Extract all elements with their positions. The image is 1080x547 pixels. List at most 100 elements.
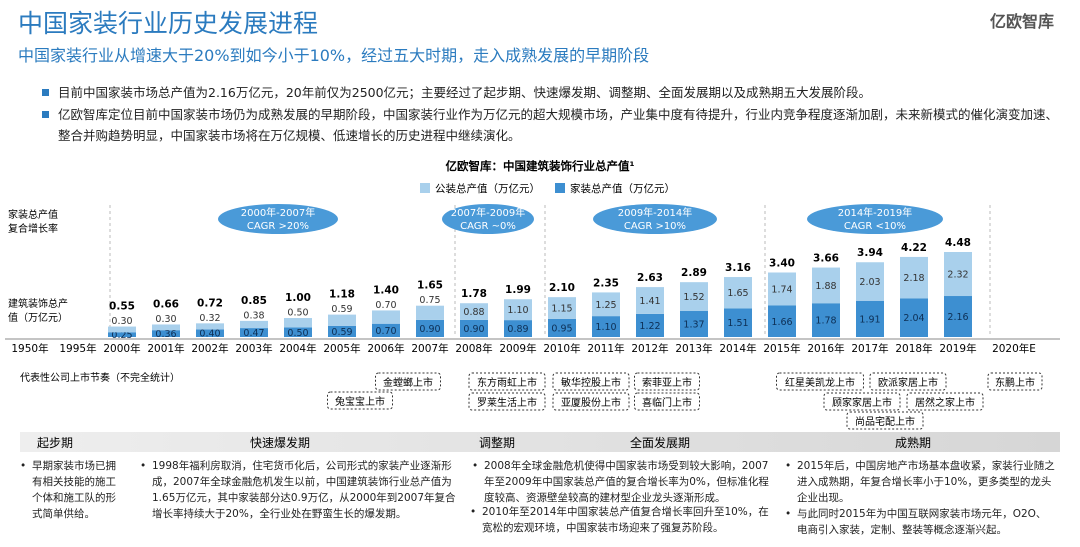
value-label: 2.18 xyxy=(903,273,924,284)
x-tick-label: 2018年 xyxy=(895,342,932,355)
x-tick-label: 2005年 xyxy=(323,342,360,355)
total-label: 4.48 xyxy=(945,237,971,249)
bar-segment xyxy=(724,308,752,337)
total-label: 1.99 xyxy=(505,284,531,296)
bar-segment xyxy=(592,292,620,317)
x-tick-label: 2007年 xyxy=(411,342,448,355)
x-tick-label: 2015年 xyxy=(763,342,800,355)
company-box xyxy=(468,372,546,391)
company-label: 索菲亚上市 xyxy=(642,376,692,389)
company-box xyxy=(987,372,1043,391)
phase-desc: 2010年至2014年中国家装总产值复合增长率回升至10%，在宽松的宏观环境，中… xyxy=(470,504,770,536)
company-label: 尚品宅配上市 xyxy=(855,415,915,428)
bullet: 亿欧智库定位目前中国家装市场仍为成熟发展的早期阶段，中国家装行业作为万亿元的超大… xyxy=(42,104,1058,146)
bar-segment xyxy=(724,277,752,309)
total-label: 2.63 xyxy=(637,272,663,284)
total-label: 3.94 xyxy=(857,247,883,259)
company-box xyxy=(906,392,984,411)
row-label: 家装总产值复合增长率 xyxy=(8,208,58,235)
bar-segment xyxy=(460,303,488,320)
x-tick-label: 1995年 xyxy=(59,342,96,355)
value-label: 1.74 xyxy=(771,284,792,295)
bar-segment xyxy=(680,311,708,337)
x-tick-label: 2012年 xyxy=(631,342,668,355)
bar-segment xyxy=(900,298,928,337)
x-tick-label: 2002年 xyxy=(191,342,228,355)
bar-segment xyxy=(504,320,532,337)
total-label: 2.89 xyxy=(681,267,707,279)
row-label-line: 复合增长率 xyxy=(8,222,58,235)
bar-segment xyxy=(548,297,576,319)
row-label: 建筑装饰总产值（万亿元） xyxy=(8,297,68,324)
phase-desc: 2008年全球金融危机使得中国家装市场受到较大影响，2007年至2009年中国家… xyxy=(472,458,772,506)
total-label: 2.10 xyxy=(549,282,575,294)
value-label: 1.10 xyxy=(595,322,616,333)
cagr-period: 2014年-2019年 xyxy=(838,206,913,219)
bar-segment xyxy=(592,316,620,337)
phase-text: 2015年后，中国房地产市场基本盘收紧，家装行业随之进入成熟期，年复合增长率小于… xyxy=(785,458,1055,506)
phase-bar xyxy=(20,432,1060,452)
bar-segment xyxy=(416,305,444,320)
x-tick-label: 2003年 xyxy=(235,342,272,355)
title: 中国家装行业历史发展进程 xyxy=(18,9,319,38)
value-label: 0.90 xyxy=(463,324,484,335)
value-label: 1.78 xyxy=(815,316,836,327)
x-tick-label: 2006年 xyxy=(367,342,404,355)
chart: 亿欧智库：中国建筑装饰行业总产值¹ 公装总产值（万亿元） 家装总产值（万亿元） 家装总… xyxy=(5,159,1060,430)
company-box xyxy=(327,391,393,410)
bar-segment xyxy=(768,305,796,337)
x-tick-label: 2013年 xyxy=(675,342,712,355)
company-label: 欧派家居上市 xyxy=(878,376,938,389)
phase-desc: 早期家装市场已拥有相关技能的施工个体和施工队的形式简单供给。 xyxy=(20,458,120,522)
bar-segment xyxy=(900,256,928,299)
phase-desc: 2015年后，中国房地产市场基本盘收紧，家装行业随之进入成熟期，年复合增长率小于… xyxy=(785,458,1055,538)
phase-desc: 1998年福利房取消，住宅货币化后，公司形式的家装产业逐渐形成，2007年全球金… xyxy=(140,458,460,522)
listings-title: 代表性公司上市节奏（不完全统计） xyxy=(20,371,180,384)
bar-segment xyxy=(944,296,972,337)
total-label: 3.16 xyxy=(725,262,751,274)
bar-segment xyxy=(328,325,356,337)
value-label: 1.15 xyxy=(551,304,572,315)
x-tick-label: 2020年E xyxy=(992,342,1036,355)
bar-segment xyxy=(372,323,400,337)
row-label-line: 家装总产值 xyxy=(8,208,58,221)
bar-segment xyxy=(152,324,180,331)
value-label: 2.03 xyxy=(859,277,880,288)
cagr-label: CAGR >10% xyxy=(624,221,686,232)
bar-segment xyxy=(240,328,268,337)
company-box xyxy=(823,392,901,411)
row-label-line: 值（万亿元） xyxy=(8,311,68,324)
total-label: 2.35 xyxy=(593,277,619,289)
value-label: 0.30 xyxy=(111,316,132,327)
subtitle: 中国家装行业从增速大于20%到如今小于10%，经过五大时期，走入成熟发展的早期阶… xyxy=(18,46,650,65)
company-box xyxy=(776,372,864,391)
company-label: 东方雨虹上市 xyxy=(477,376,537,389)
value-label: 0.59 xyxy=(331,327,352,338)
x-tick-label: 2004年 xyxy=(279,342,316,355)
value-label: 1.65 xyxy=(727,288,748,299)
logo: 亿欧智库 xyxy=(990,12,1055,31)
bar-segment xyxy=(944,252,972,297)
phase-name: 成熟期 xyxy=(894,436,931,450)
company-box xyxy=(846,411,924,430)
total-label: 0.72 xyxy=(197,297,223,309)
bar-segment xyxy=(680,282,708,312)
value-label: 2.16 xyxy=(947,312,968,323)
bar-segment xyxy=(196,323,224,330)
company-label: 敏华控股上市 xyxy=(561,376,621,389)
bar-segment xyxy=(548,318,576,337)
company-label: 东鹏上市 xyxy=(995,376,1035,389)
total-label: 0.55 xyxy=(109,301,135,313)
legend-label: 公装总产值（万亿元） xyxy=(435,182,540,195)
value-label: 0.88 xyxy=(463,307,484,318)
company-box xyxy=(634,372,700,391)
value-label: 1.22 xyxy=(639,321,660,332)
total-label: 1.40 xyxy=(373,284,399,296)
value-label: 1.66 xyxy=(771,317,792,328)
cagr-bubble xyxy=(807,204,943,234)
cagr-period: 2007年-2009年 xyxy=(451,206,526,219)
bar-segment xyxy=(460,319,488,337)
value-label: 0.32 xyxy=(199,313,220,324)
value-label: 1.37 xyxy=(683,320,704,331)
